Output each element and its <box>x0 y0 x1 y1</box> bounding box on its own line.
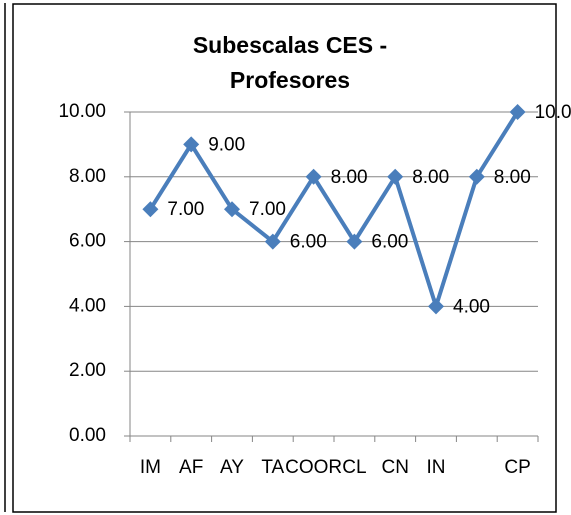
data-label: 9.00 <box>208 134 245 155</box>
marker <box>183 136 200 153</box>
x-tick-label: IN <box>427 457 446 478</box>
data-label: 4.00 <box>453 296 490 317</box>
y-tick-label: 4.00 <box>69 295 106 316</box>
x-tick-label: CN <box>381 457 408 478</box>
line <box>148 110 520 314</box>
data-label: 8.00 <box>494 167 531 188</box>
x-tick-label: COOR <box>285 457 342 478</box>
chart-title: Subescalas CES - <box>193 32 387 58</box>
marker <box>264 233 281 250</box>
marker <box>509 104 526 120</box>
y-tick-label: 6.00 <box>69 231 106 252</box>
data-label: 8.00 <box>331 167 368 188</box>
x-tick-label: CL <box>342 457 366 478</box>
y-tick-label: 8.00 <box>69 166 106 187</box>
marker <box>142 201 159 218</box>
marker <box>224 201 240 218</box>
marker <box>305 168 322 185</box>
data-label: 7.00 <box>249 199 286 220</box>
x-tick-label: IM <box>140 457 161 478</box>
marker <box>387 168 404 185</box>
data-label: 6.00 <box>290 232 327 253</box>
y-tick-label: 10.00 <box>58 101 106 122</box>
y-tick-label: 0.00 <box>69 425 106 446</box>
marker <box>428 298 444 315</box>
y-tick-label: 2.00 <box>69 360 106 381</box>
x-tick-label: AF <box>179 457 203 478</box>
marker <box>468 168 485 185</box>
x-tick-label: TA <box>261 457 284 478</box>
marker <box>346 233 363 250</box>
chart-title: Profesores <box>230 67 350 93</box>
data-label: 8.00 <box>412 167 449 188</box>
data-label: 6.00 <box>371 232 408 253</box>
chart-border <box>12 3 557 513</box>
x-tick-label: CP <box>504 457 530 478</box>
data-label: 10.00 <box>535 102 571 123</box>
x-tick-label: AY <box>220 457 244 478</box>
data-label: 7.00 <box>167 199 204 220</box>
